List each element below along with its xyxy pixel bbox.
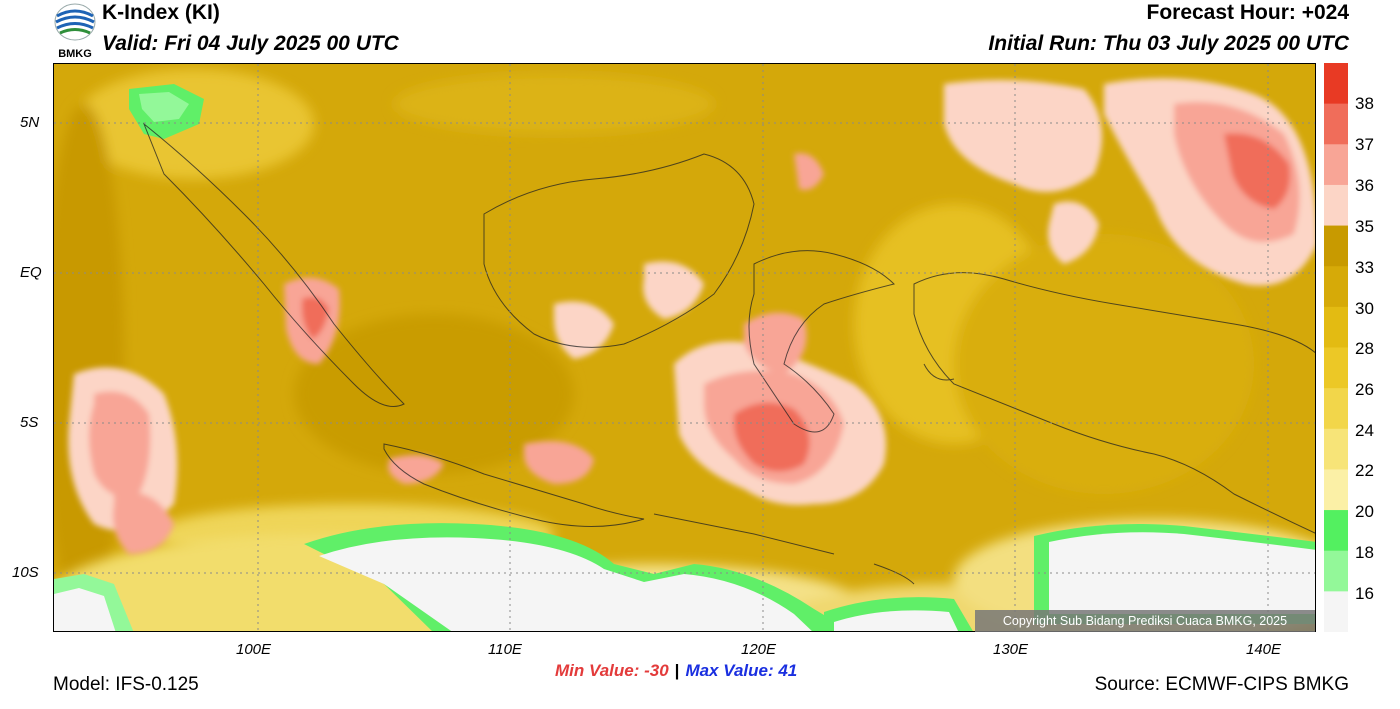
colorbar-label-37: 37 <box>1355 135 1374 154</box>
colorbar-label-33: 33 <box>1355 258 1374 277</box>
colorbar-blocks <box>1324 63 1348 633</box>
colorbar-block <box>1324 103 1348 145</box>
colorbar-label-28: 28 <box>1355 339 1374 358</box>
valid-time: Valid: Fri 04 July 2025 00 UTC <box>102 32 399 55</box>
lat-label-5s: 5S <box>20 414 39 431</box>
colorbar-block <box>1324 428 1348 470</box>
colorbar-block <box>1324 510 1348 552</box>
colorbar-block <box>1324 144 1348 186</box>
colorbar-block <box>1324 266 1348 308</box>
gridlines <box>54 64 1315 631</box>
max-value: Max Value: 41 <box>685 661 798 680</box>
copyright-notice: Copyright Sub Bidang Prediksi Cuaca BMKG… <box>975 610 1315 632</box>
colorbar-label-35: 35 <box>1355 217 1374 236</box>
colorbar-label-22: 22 <box>1355 461 1374 480</box>
k-index-map <box>53 63 1316 632</box>
colorbar-label-30: 30 <box>1355 299 1374 318</box>
lat-label-eq: EQ <box>20 264 42 281</box>
lon-label-100e: 100E <box>236 641 272 658</box>
min-value: Min Value: -30 <box>555 661 669 680</box>
lat-label-10s: 10S <box>12 564 39 581</box>
logo-text: BMKG <box>58 48 92 60</box>
forecast-hour: Forecast Hour: +024 <box>1146 1 1350 24</box>
colorbar-block <box>1324 550 1348 592</box>
colorbar-label-38: 38 <box>1355 94 1374 113</box>
colorbar-block <box>1324 347 1348 389</box>
colorbar <box>1324 63 1348 633</box>
lon-label-140e: 140E <box>1246 641 1282 658</box>
map-canvas <box>54 64 1315 631</box>
colorbar-label-36: 36 <box>1355 176 1374 195</box>
value-separator: | <box>674 661 680 680</box>
lon-label-130e: 130E <box>993 641 1029 658</box>
colorbar-block <box>1324 225 1348 267</box>
chart-title: K-Index (KI) <box>102 1 220 24</box>
colorbar-block <box>1324 591 1348 633</box>
colorbar-block <box>1324 306 1348 348</box>
initial-run: Initial Run: Thu 03 July 2025 00 UTC <box>988 32 1349 55</box>
lat-label-5n: 5N <box>20 114 40 131</box>
colorbar-block <box>1324 469 1348 511</box>
lon-label-110e: 110E <box>488 641 522 658</box>
model-label: Model: IFS-0.125 <box>53 674 199 695</box>
source-label: Source: ECMWF-CIPS BMKG <box>1094 674 1349 695</box>
colorbar-label-16: 16 <box>1355 584 1374 603</box>
colorbar-label-24: 24 <box>1355 421 1374 440</box>
coastlines <box>142 122 1315 585</box>
colorbar-label-26: 26 <box>1355 380 1374 399</box>
colorbar-label-18: 18 <box>1355 543 1374 562</box>
colorbar-block <box>1324 184 1348 227</box>
lon-label-120e: 120E <box>741 641 777 658</box>
colorbar-block <box>1324 63 1348 105</box>
bmkg-logo: BMKG <box>52 2 98 60</box>
min-max-values: Min Value: -30 | Max Value: 41 <box>555 661 797 681</box>
colorbar-label-20: 20 <box>1355 502 1374 521</box>
colorbar-block <box>1324 388 1348 430</box>
